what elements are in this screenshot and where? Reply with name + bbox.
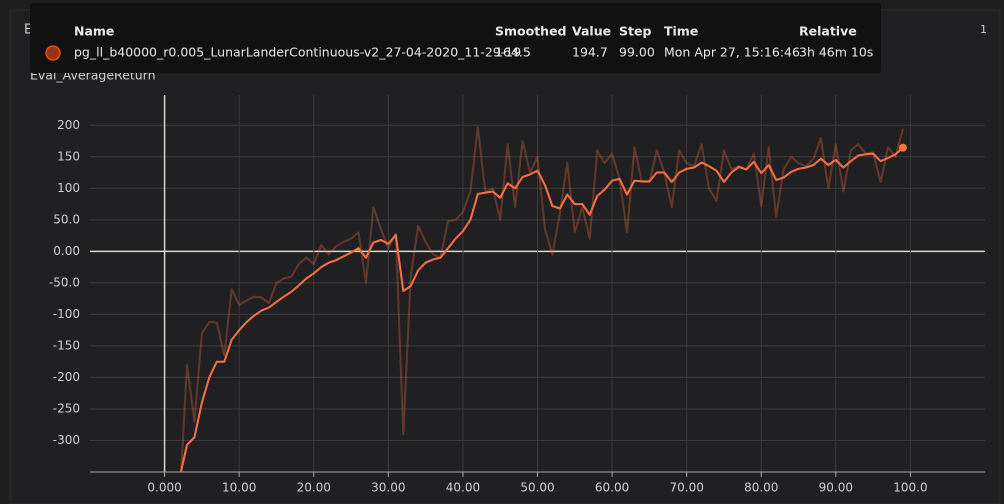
tooltip-run: pg_ll_b40000_r0.005_LunarLanderContinuou…: [74, 45, 521, 60]
card: [9, 9, 1001, 504]
tooltip-value: 194.7: [572, 45, 608, 60]
y-tick-label: 50.0: [53, 212, 80, 226]
y-tick-label: -100: [53, 307, 80, 321]
y-tick-label: -200: [53, 370, 80, 384]
tooltip-header: Smoothed: [495, 24, 567, 39]
run-swatch: [45, 45, 61, 61]
tooltip-header: Name: [74, 24, 114, 39]
tooltip-header: Time: [664, 24, 698, 39]
x-tick-label: 80.00: [744, 481, 778, 495]
tooltip-box: [30, 3, 881, 73]
x-tick-label: 20.00: [297, 481, 331, 495]
plot: -300 -250 -200 -150 -100 -50.0 0.00 50.0 100 150 2…: [49, 95, 985, 495]
x-tick-label: 90.00: [819, 481, 853, 495]
x-tick-label: 60.00: [595, 481, 629, 495]
x-tick-label: 0.000: [147, 481, 181, 495]
x-tick-label: 50.00: [520, 481, 554, 495]
y-tick-label: 200: [57, 118, 80, 132]
y-tick-label: -50.0: [49, 275, 80, 289]
tooltip-step: 99.00: [619, 45, 655, 60]
y-tick-label: 150: [57, 149, 80, 163]
tooltip-header: Value: [572, 24, 611, 39]
hover-point: [898, 143, 907, 152]
y-tick-label: 100: [57, 181, 80, 195]
x-tick-label: 70.00: [669, 481, 703, 495]
tooltip-relative: 3h 46m 10s: [799, 45, 873, 60]
x-tick-label: 40.00: [446, 481, 480, 495]
y-tick-label: -150: [53, 338, 80, 352]
series-line: [179, 146, 904, 472]
card-count: 1: [980, 23, 987, 36]
y-tick-label: -300: [53, 433, 80, 447]
y-tick-label: -250: [53, 401, 80, 415]
x-tick-label: 30.00: [371, 481, 405, 495]
x-tick-label: 100.0: [893, 481, 927, 495]
x-tick-label: 10.00: [222, 481, 256, 495]
tooltip-time: Mon Apr 27, 15:16:46: [664, 45, 800, 60]
tooltip-header: Relative: [799, 24, 857, 39]
tooltip-header: Step: [619, 24, 651, 39]
tooltip: Name Smoothed Value Step Time Relative p…: [30, 3, 881, 73]
y-tick-label: 0.00: [53, 244, 80, 258]
tooltip-smoothed: 164.5: [495, 45, 531, 60]
